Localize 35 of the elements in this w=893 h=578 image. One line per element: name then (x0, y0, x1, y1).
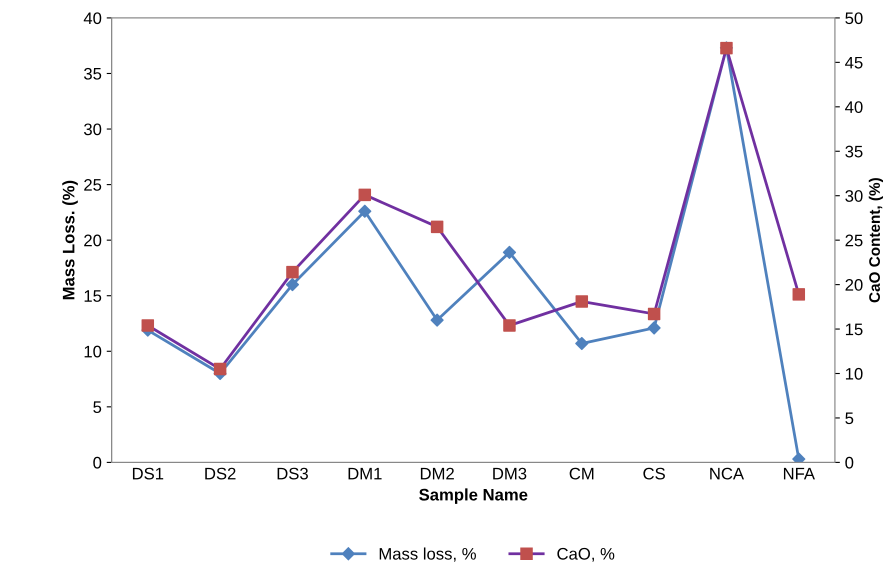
x-tick-label: DS3 (278, 468, 308, 480)
y2-axis-title: CaO Content, (%) (868, 178, 884, 302)
x-tick-label: CS (643, 468, 665, 480)
x-tick-label: DS1 (132, 468, 164, 480)
x-tick-label: CM (570, 468, 594, 480)
y-tick-label: 15 (84, 290, 102, 302)
y-tick-label: 30 (84, 123, 102, 136)
x-tick-label: DM3 (493, 468, 526, 480)
y-tick-label: 25 (84, 179, 102, 191)
y2-tick-label: 15 (846, 324, 863, 336)
y2-tick-label: 50 (845, 12, 863, 24)
y2-tick-label: 0 (845, 456, 854, 469)
y2-tick-label: 5 (845, 412, 854, 424)
y-tick-label: 0 (93, 456, 102, 469)
x-tick-label: DM1 (348, 468, 382, 480)
x-tick-label: NFA (784, 468, 815, 480)
legend-label: CaO, % (557, 548, 614, 562)
y-axis-title: Mass Loss. (%) (62, 180, 78, 300)
y2-tick-label: 45 (845, 56, 863, 69)
y2-tick-label: 10 (846, 368, 863, 380)
y-tick-label: 20 (84, 234, 102, 246)
x-axis-title: Sample Name (419, 488, 528, 504)
y-tick-label: 10 (84, 346, 102, 358)
x-tick-label: DM2 (420, 468, 454, 480)
y2-tick-label: 30 (845, 190, 863, 202)
legend-label: Mass loss, % (380, 547, 476, 562)
y2-tick-label: 25 (846, 234, 863, 246)
y2-tick-label: 20 (846, 279, 863, 291)
x-tick-label: DS2 (205, 468, 236, 480)
y2-tick-label: 40 (845, 101, 863, 114)
y-tick-label: 5 (93, 401, 102, 414)
y-tick-label: 35 (84, 68, 102, 80)
y-tick-label: 40 (84, 12, 102, 24)
y2-tick-label: 35 (845, 146, 863, 158)
x-tick-label: NCA (710, 468, 744, 480)
